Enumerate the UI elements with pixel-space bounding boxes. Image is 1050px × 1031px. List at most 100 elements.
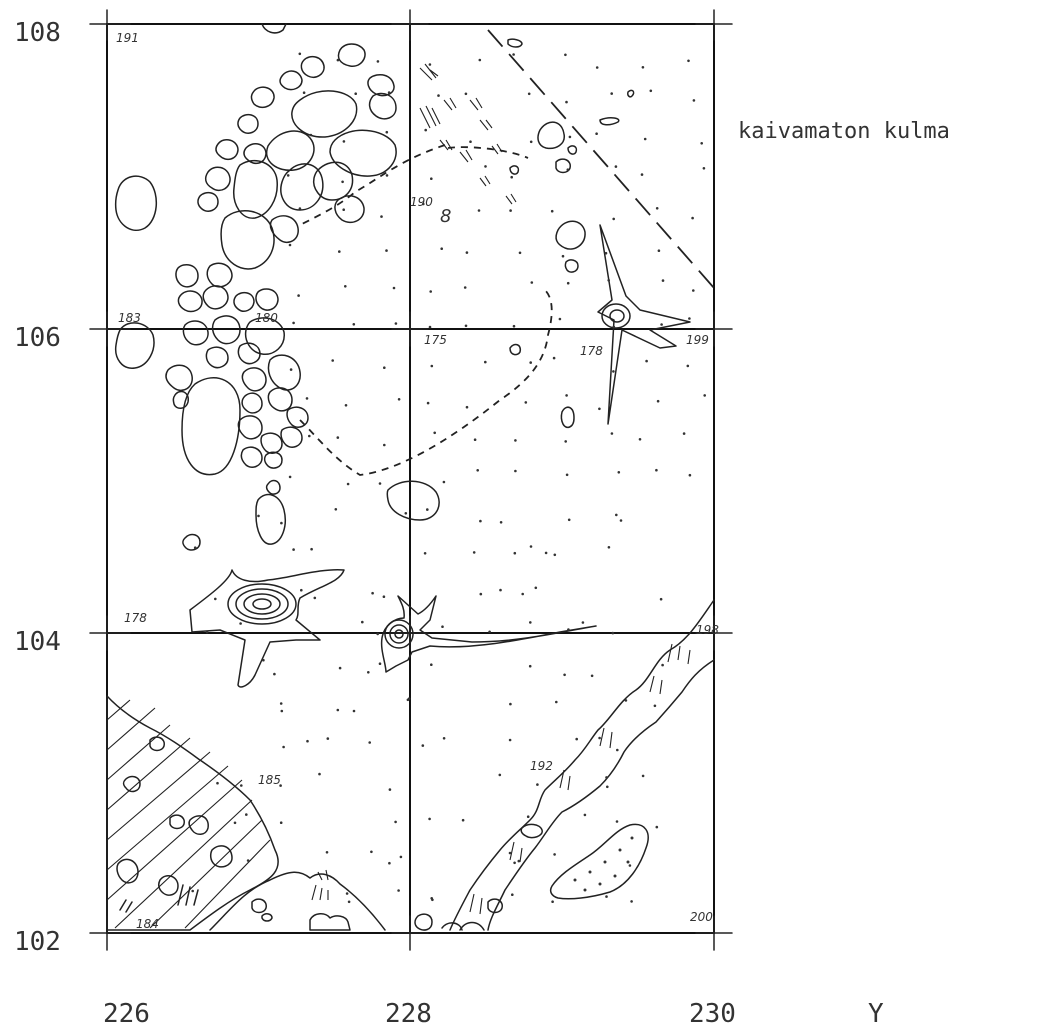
soil-dot: [565, 473, 569, 477]
soil-dot: [551, 900, 554, 903]
soil-dot: [378, 482, 382, 485]
soil-dot: [298, 52, 302, 56]
x-tick-228: 228: [385, 999, 432, 1029]
soil-dot: [692, 99, 696, 102]
soil-dot: [499, 521, 503, 524]
soil-dot: [529, 140, 533, 144]
soil-dot: [661, 663, 664, 667]
soil-dot: [655, 468, 658, 472]
soil-dot: [344, 404, 348, 407]
soil-dot: [521, 592, 524, 596]
soil-dot: [568, 135, 572, 139]
stone-dot: [630, 836, 634, 840]
soil-dot: [700, 142, 703, 145]
soil-dot: [430, 663, 433, 666]
label-175: 175: [424, 333, 447, 347]
soil-dot: [612, 325, 616, 329]
stone-dot: [603, 860, 607, 864]
soil-dot: [465, 251, 469, 254]
soil-dot: [394, 820, 397, 824]
soil-dot: [245, 813, 248, 816]
post-hole-west: [189, 569, 345, 688]
soil-dot: [380, 215, 383, 218]
soil-dot: [630, 900, 633, 903]
soil-dot: [703, 394, 706, 397]
stone-dot: [598, 882, 602, 886]
soil-dot: [645, 359, 648, 363]
soil-dot: [524, 401, 528, 404]
label-178-left: 178: [124, 611, 147, 625]
soil-dot: [553, 853, 556, 856]
soil-dot: [376, 60, 380, 63]
soil-dot: [552, 356, 556, 360]
soil-dot: [691, 216, 694, 220]
soil-dot: [544, 551, 548, 555]
soil-dot: [508, 738, 512, 742]
soil-dot: [292, 321, 295, 325]
soil-dot: [469, 140, 472, 143]
soil-dot: [361, 620, 364, 624]
soil-dot: [205, 630, 209, 634]
soil-dot: [289, 368, 293, 371]
soil-dot: [660, 323, 663, 326]
x-tick-226: 226: [103, 999, 150, 1029]
soil-dot: [342, 140, 346, 143]
soil-dot: [604, 251, 608, 255]
soil-dot: [598, 407, 601, 411]
label-191: 191: [116, 31, 139, 45]
soil-dot: [564, 440, 567, 443]
soil-dot: [336, 58, 340, 62]
soil-dot: [590, 674, 594, 678]
label-192: 192: [530, 759, 553, 773]
soil-dot: [288, 475, 292, 479]
soil-dot: [534, 586, 538, 590]
soil-dot: [352, 709, 356, 713]
soil-dot: [404, 512, 408, 515]
soil-dot: [430, 364, 434, 368]
soil-dot: [513, 861, 516, 865]
soil-dot: [463, 286, 467, 289]
soil-dot: [530, 281, 534, 284]
soil-dot: [628, 864, 632, 867]
soil-dot: [607, 279, 610, 282]
soil-dot: [422, 202, 425, 206]
soil-dot: [300, 588, 303, 592]
soil-dot: [509, 702, 512, 706]
soil-dot: [682, 432, 686, 435]
soil-dot: [273, 672, 276, 676]
soil-dot: [478, 58, 482, 62]
y-tick-106: 106: [14, 323, 61, 353]
soil-dot: [424, 128, 428, 132]
soil-dot: [310, 547, 313, 551]
soil-dot: [428, 817, 431, 821]
soil-dot: [527, 92, 531, 96]
label-183: 183: [118, 311, 141, 325]
soil-dot: [617, 471, 621, 474]
soil-dot: [638, 438, 642, 441]
soil-dot: [385, 249, 388, 252]
soil-dot: [508, 851, 512, 855]
soil-dot: [688, 317, 691, 320]
soil-dot: [214, 597, 217, 601]
soil-dot: [702, 167, 706, 170]
soil-dot: [280, 709, 284, 713]
label-190: 190: [410, 195, 433, 209]
soil-dot: [657, 249, 661, 252]
soil-dot: [529, 361, 532, 364]
grid-crosses: [89, 9, 733, 951]
soil-dot: [581, 621, 585, 624]
soil-dot: [640, 173, 644, 176]
soil-dot: [641, 774, 645, 778]
soil-dot: [388, 861, 391, 865]
soil-dot: [286, 174, 290, 177]
soil-dot: [336, 436, 340, 439]
grid-center-marker: [397, 315, 423, 343]
unexcavated-corner-note: kaivamaton kulma: [738, 119, 950, 144]
soil-dot: [583, 813, 587, 817]
soil-dot: [472, 551, 476, 554]
soil-dot: [616, 748, 619, 752]
stone-dot: [583, 888, 587, 892]
soil-dot: [378, 662, 382, 665]
label-200: 200: [690, 910, 713, 924]
soil-dot: [383, 443, 386, 447]
